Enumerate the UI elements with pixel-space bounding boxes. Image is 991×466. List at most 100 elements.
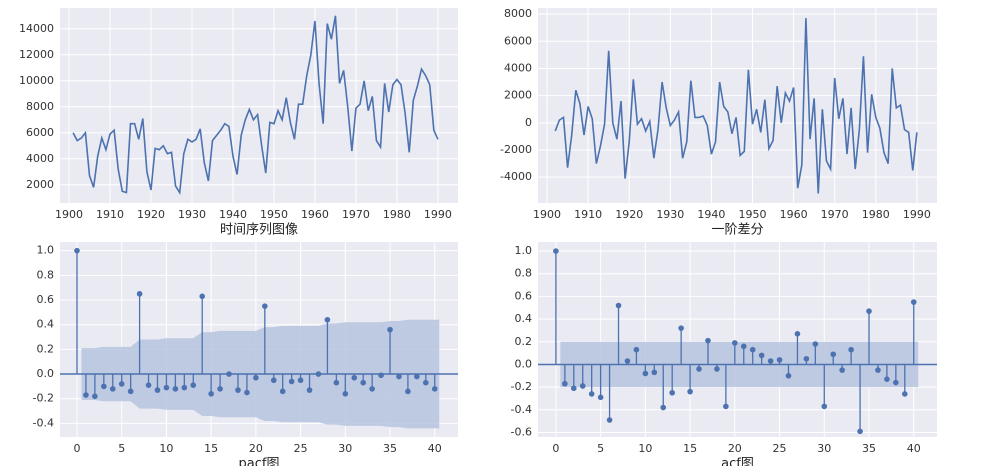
stem-marker (749, 346, 756, 353)
y-tick-label: 0.0 (515, 357, 533, 370)
stem-marker (190, 382, 197, 388)
stem-marker (678, 325, 684, 331)
plot-area (538, 8, 937, 203)
stem-marker (431, 386, 438, 392)
y-tick-label: 0.2 (37, 342, 55, 355)
y-tick-label: 6000 (26, 126, 54, 139)
stem-marker (723, 403, 729, 410)
stem-marker (687, 388, 693, 395)
y-tick-label: 0.8 (37, 268, 55, 281)
x-tick-label: 25 (773, 442, 787, 455)
stem-marker (714, 366, 720, 372)
x-axis-label: 一阶差分 (711, 223, 763, 238)
stem-marker (633, 346, 640, 353)
x-tick-label: 0 (552, 442, 559, 455)
stem-marker (884, 376, 890, 382)
stem-marker (244, 389, 250, 396)
stem-marker (732, 340, 738, 346)
plot-area (538, 242, 937, 437)
x-tick-label: 1970 (342, 208, 370, 221)
x-tick-label: 0 (73, 442, 80, 455)
x-tick-label: 35 (862, 442, 876, 455)
y-tick-label: 12000 (19, 48, 54, 61)
y-tick-label: 1.0 (515, 244, 533, 257)
stem-marker (199, 293, 206, 300)
y-tick-label: -0.4 (33, 416, 54, 429)
stem-marker (145, 382, 152, 388)
y-tick-label: -0.2 (511, 380, 532, 393)
stem-marker (651, 369, 658, 376)
x-tick-label: 1970 (821, 208, 849, 221)
stem-marker (369, 386, 375, 392)
stem-marker (136, 291, 143, 297)
stem-marker (866, 308, 872, 314)
stem-marker (642, 370, 649, 377)
y-tick-label: -0.6 (511, 425, 532, 438)
x-tick-label: 20 (728, 442, 742, 455)
stem-marker (821, 403, 828, 410)
plot-area (60, 8, 458, 203)
x-tick-label: 15 (683, 442, 697, 455)
stem-marker (405, 388, 411, 395)
x-tick-label: 1900 (533, 208, 561, 221)
stem-marker (351, 374, 358, 381)
stem-marker (812, 341, 819, 347)
stem-marker (875, 367, 881, 373)
x-tick-label: 40 (428, 442, 442, 455)
stem-marker (803, 355, 810, 362)
x-axis-label: 时间序列图像 (220, 223, 298, 238)
stem-marker (235, 387, 241, 393)
stem-marker (857, 428, 863, 435)
x-tick-label: 1990 (903, 208, 931, 221)
stem-marker (705, 337, 711, 344)
x-tick-label: 1920 (615, 208, 643, 221)
stem-marker (315, 371, 322, 377)
x-tick-label: 25 (294, 442, 308, 455)
x-tick-label: 1910 (574, 208, 602, 221)
stem-marker (333, 379, 340, 386)
x-tick-label: 1900 (55, 208, 83, 221)
x-tick-label: 1920 (137, 208, 165, 221)
x-tick-label: 1980 (383, 208, 411, 221)
stem-marker (181, 384, 188, 391)
x-tick-label: 1980 (862, 208, 890, 221)
stem-marker (740, 343, 747, 350)
y-tick-label: 1.0 (37, 244, 55, 257)
stem-marker (848, 346, 854, 353)
stem-marker (669, 389, 675, 396)
x-tick-label: 1940 (697, 208, 725, 221)
stem-marker (92, 393, 98, 400)
stem-marker (83, 392, 89, 398)
y-tick-label: 0.4 (515, 312, 533, 325)
stem-marker (74, 247, 80, 254)
x-tick-label: 1930 (178, 208, 206, 221)
x-tick-label: 10 (638, 442, 652, 455)
x-tick-label: 35 (383, 442, 397, 455)
x-tick-label: 1960 (780, 208, 808, 221)
y-tick-label: -2000 (500, 143, 532, 156)
x-tick-label: 1930 (656, 208, 684, 221)
stem-marker (226, 371, 232, 377)
stem-marker (154, 387, 161, 393)
stem-marker (306, 387, 313, 393)
series-line (72, 15, 439, 195)
y-tick-label: 8000 (26, 100, 54, 113)
stem-marker (794, 331, 801, 337)
stem-marker (562, 380, 568, 387)
y-tick-label: 0.6 (37, 293, 55, 306)
stem-marker (570, 385, 577, 392)
stem-marker (387, 326, 393, 333)
x-tick-label: 5 (118, 442, 125, 455)
stem-marker (217, 386, 223, 392)
y-tick-label: 14000 (19, 22, 54, 35)
x-tick-label: 1990 (424, 208, 452, 221)
stem-marker (118, 381, 125, 387)
stem-marker (101, 383, 107, 390)
x-tick-label: 1910 (96, 208, 124, 221)
stem-marker (360, 379, 366, 386)
stem-marker (288, 378, 295, 385)
stem-marker (660, 404, 667, 411)
stem-marker (588, 391, 595, 397)
y-tick-label: 0.0 (37, 367, 55, 380)
x-tick-label: 1940 (219, 208, 247, 221)
